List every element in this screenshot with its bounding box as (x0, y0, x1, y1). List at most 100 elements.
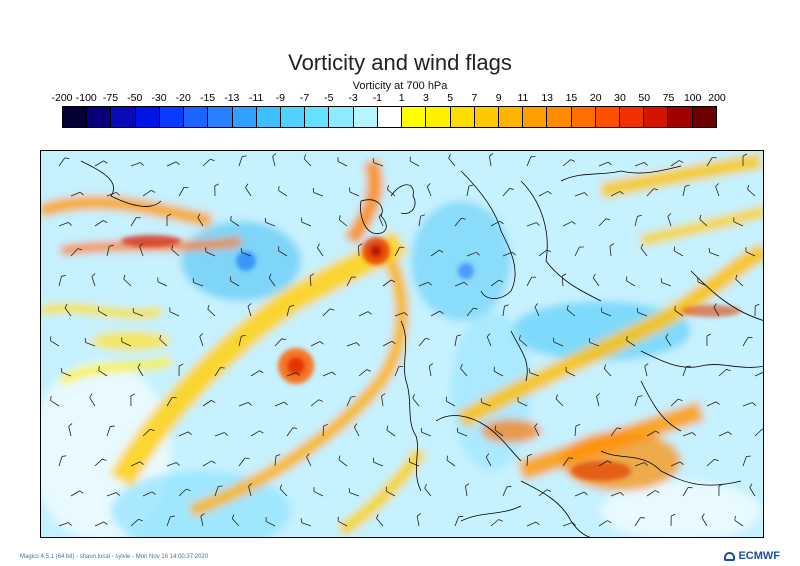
wind-flag (137, 363, 144, 377)
wind-flag (448, 154, 456, 167)
wind-flag (745, 247, 756, 257)
legend-color-box (232, 107, 257, 127)
wind-flag (706, 458, 719, 467)
wind-flag (303, 154, 312, 167)
wind-flag (89, 393, 96, 407)
legend-color-box (159, 107, 185, 127)
wind-flag (192, 278, 204, 287)
wind-flag (94, 521, 108, 527)
wind-flag (682, 487, 693, 497)
legend-color-box (692, 107, 716, 127)
wind-flag (238, 457, 250, 467)
legend-tick-label: 7 (471, 92, 478, 104)
wind-flag (106, 192, 120, 197)
footer-credit: Magics 4.5.1 (64 bit) - shaun.local - sy… (20, 554, 209, 560)
wind-flag (454, 281, 468, 287)
wind-flag (626, 276, 636, 287)
wind-flag (646, 490, 660, 497)
wind-flag (286, 427, 298, 437)
legend-color-box (377, 107, 403, 127)
wind-flag (353, 423, 360, 437)
wind-flag (561, 273, 567, 287)
wind-flag (598, 460, 612, 467)
legend-tick-label: 75 (662, 92, 675, 104)
wind-flag (534, 423, 540, 437)
wind-flag (460, 364, 468, 377)
wind-flag (132, 308, 144, 317)
wind-flag (699, 214, 708, 227)
wind-flag (566, 305, 576, 317)
wind-flag (454, 515, 464, 527)
wind-flag (490, 519, 503, 527)
color-legend-bar (62, 106, 717, 128)
wind-flag (574, 424, 581, 437)
wind-flag (214, 432, 228, 437)
wind-flag (634, 395, 643, 407)
legend-tick-label: -200 (51, 92, 73, 104)
wind-flag (58, 455, 67, 467)
wind-flag (754, 428, 763, 437)
wind-flag (178, 431, 192, 437)
wind-flag (106, 492, 120, 497)
legend-color-box (208, 107, 233, 127)
wind-flag (526, 156, 536, 167)
wind-flag (337, 157, 348, 167)
wind-flag (268, 273, 276, 287)
wind-flag (130, 393, 135, 407)
wind-flag (646, 430, 660, 437)
legend-color-box (474, 107, 499, 127)
legend-tick-label: 20 (589, 92, 602, 104)
wind-flag (598, 161, 612, 167)
wind-flag (526, 453, 532, 467)
wind-flag (634, 462, 648, 467)
wind-flag (142, 491, 156, 497)
legend-color-box (184, 107, 209, 127)
legend-color-box (595, 107, 621, 127)
wind-flag (682, 432, 696, 437)
wind-flag (562, 457, 574, 467)
legend-color-box (644, 107, 669, 127)
wind-flag (286, 372, 300, 377)
wind-flag (553, 337, 564, 347)
wind-flag (670, 513, 676, 527)
wind-flag (665, 333, 672, 347)
wind-flag (372, 457, 384, 467)
wind-flag (754, 371, 763, 377)
wind-flag (742, 402, 756, 407)
wind-flag (562, 221, 576, 227)
wind-flag (346, 396, 356, 407)
wind-flag (306, 453, 312, 467)
wind-flag (358, 311, 372, 317)
wind-flag (278, 186, 288, 197)
wind-flag (238, 334, 246, 347)
wind-flag (70, 191, 84, 197)
wind-flag (386, 425, 396, 437)
wind-flag (272, 153, 277, 167)
legend-tick-label: 200 (708, 92, 726, 104)
wind-flag (682, 184, 690, 197)
legend-color-box (353, 107, 378, 127)
wind-flag (538, 249, 552, 257)
wind-flag (742, 455, 751, 467)
wind-flag (278, 246, 288, 257)
legend-color-box (620, 107, 645, 127)
chart-subtitle: Vorticity at 700 hPa (352, 80, 448, 92)
legend-color-box (111, 107, 136, 127)
wind-flag (555, 394, 564, 407)
wind-flag (456, 427, 468, 437)
wind-flag (274, 454, 281, 467)
wind-flag (91, 273, 96, 287)
wind-flag (199, 333, 204, 347)
legend-tick-label: 3 (422, 92, 429, 104)
wind-flag (673, 246, 684, 257)
wind-flag (142, 428, 155, 437)
wind-flag (346, 342, 360, 347)
wind-flag (465, 483, 470, 497)
wind-flag (372, 158, 384, 167)
wind-flag (742, 337, 753, 347)
wind-flag (610, 427, 622, 437)
wind-flag (636, 307, 648, 317)
wind-flag (123, 274, 132, 287)
wind-flag (94, 220, 108, 227)
wind-flag (300, 518, 312, 527)
